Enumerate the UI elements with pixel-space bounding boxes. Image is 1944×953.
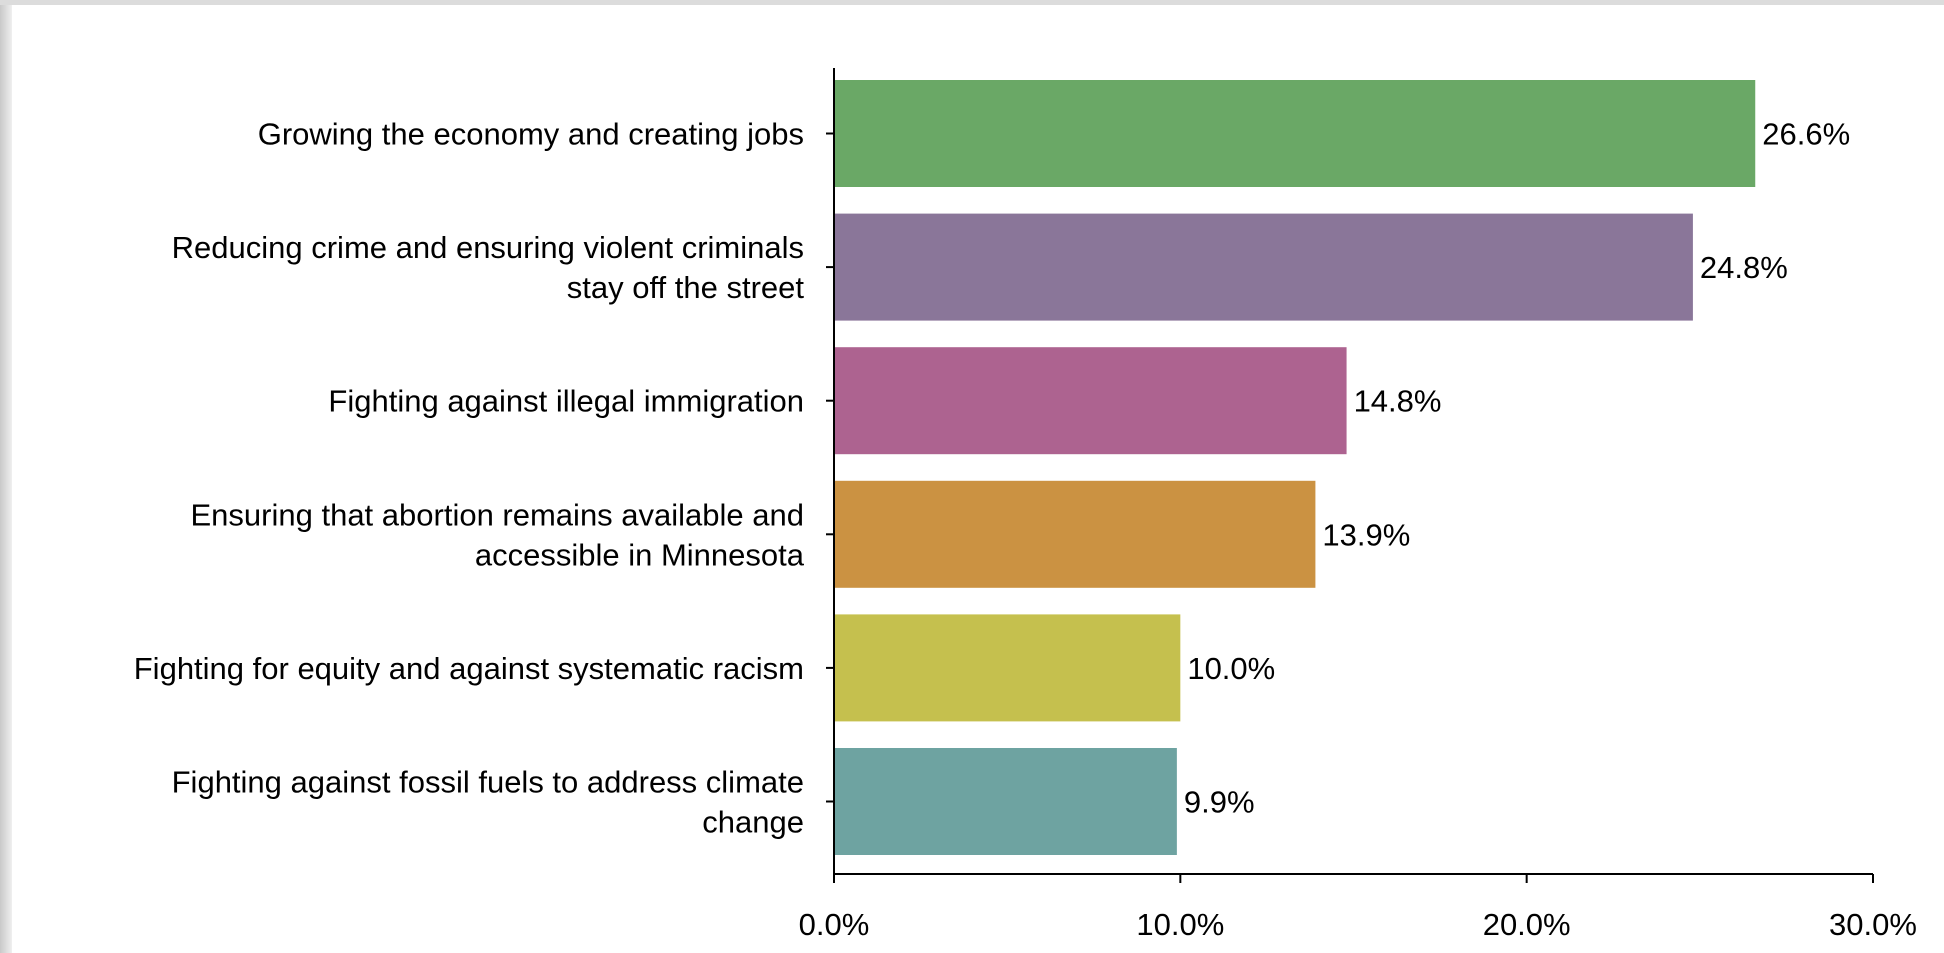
- category-label: Fighting against illegal immigration: [328, 384, 804, 419]
- category-label-line: Reducing crime and ensuring violent crim…: [172, 230, 804, 265]
- bar: [834, 80, 1756, 187]
- x-ticks-group: 0.0% 10.0% 20.0% 30.0%: [799, 874, 1917, 942]
- category-label-line: change: [702, 805, 804, 840]
- category-label-line: Fighting for equity and against systemat…: [134, 651, 804, 686]
- category-label-line: Ensuring that abortion remains available…: [191, 497, 805, 532]
- bar: [834, 748, 1177, 855]
- bars-group: [834, 80, 1756, 855]
- bar: [834, 480, 1316, 588]
- x-tick-label: 0.0%: [799, 907, 870, 942]
- value-label: 24.8%: [1700, 250, 1788, 285]
- category-label-line: stay off the street: [567, 270, 805, 305]
- bar: [834, 614, 1181, 722]
- category-label: Fighting for equity and against systemat…: [134, 651, 804, 686]
- value-labels-group: 26.6% 24.8% 14.8% 13.9% 10.0% 9.9%: [1184, 117, 1850, 820]
- value-label: 14.8%: [1354, 384, 1442, 419]
- category-label-line: Growing the economy and creating jobs: [258, 117, 804, 152]
- category-labels-group: Growing the economy and creating jobs Red…: [134, 117, 805, 840]
- value-label: 26.6%: [1762, 117, 1850, 152]
- category-label-line: Fighting against illegal immigration: [328, 384, 804, 419]
- x-tick-label: 10.0%: [1136, 907, 1224, 942]
- category-label: Fighting against fossil fuels to address…: [172, 765, 804, 840]
- top-border: [0, 0, 1944, 5]
- category-label-line: accessible in Minnesota: [475, 537, 805, 572]
- category-label: Reducing crime and ensuring violent crim…: [172, 230, 805, 305]
- x-tick-label: 30.0%: [1829, 907, 1917, 942]
- category-label: Ensuring that abortion remains available…: [191, 497, 805, 572]
- category-label-line: Fighting against fossil fuels to address…: [172, 765, 804, 800]
- value-label: 9.9%: [1184, 785, 1255, 820]
- bar: [834, 213, 1693, 321]
- value-label: 13.9%: [1322, 517, 1410, 552]
- bar: [834, 347, 1347, 455]
- x-tick-label: 20.0%: [1483, 907, 1571, 942]
- value-label: 10.0%: [1187, 651, 1275, 686]
- category-label: Growing the economy and creating jobs: [258, 117, 804, 152]
- axes-group: [826, 68, 1873, 875]
